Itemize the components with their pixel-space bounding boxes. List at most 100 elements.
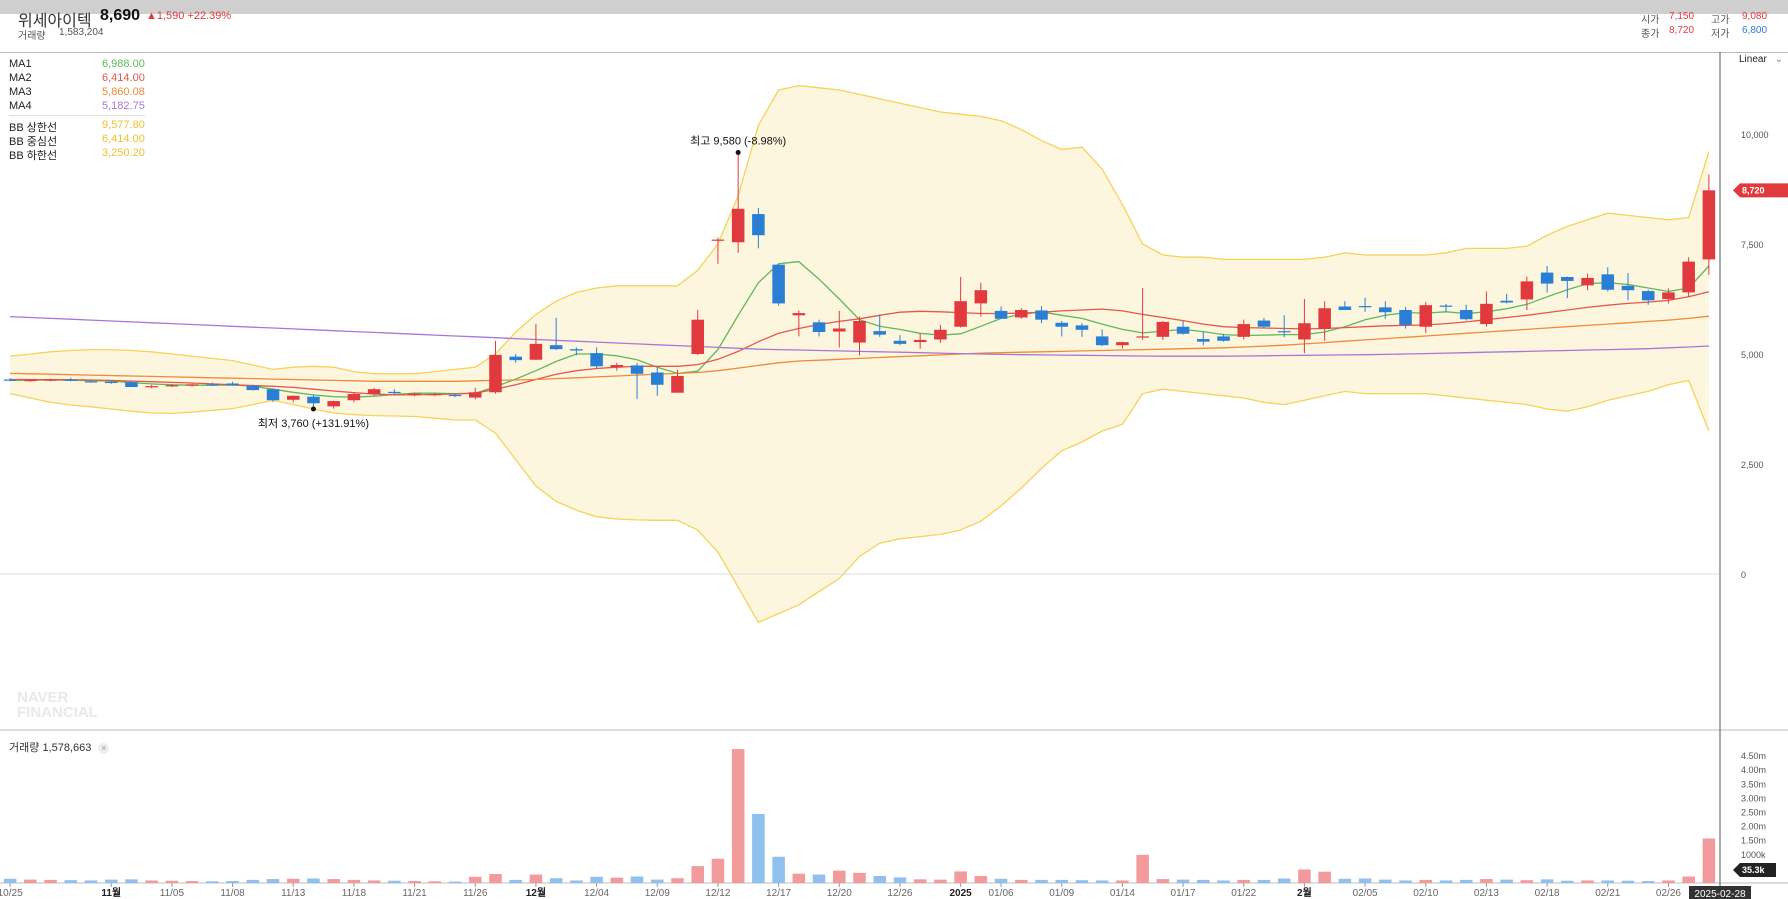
legend-label-bb-하한선[interactable]: BB 하한선 [9,150,58,162]
close-icon[interactable]: × [98,743,110,754]
candle-body [731,208,745,243]
candle-body [327,401,340,407]
volume-bar [1277,878,1291,883]
candle-body [408,393,421,395]
candle-body [44,379,57,381]
volume-bar [1520,880,1534,883]
candle-body [1358,306,1372,308]
candle-body [1318,308,1331,329]
volume-bar [1561,880,1574,883]
legend-label-ma4[interactable]: MA4 [9,100,32,112]
legend-label-bb-중심선[interactable]: BB 중심선 [9,136,58,148]
watermark-text: FINANCIAL [17,704,98,721]
legend-label-ma1[interactable]: MA1 [9,58,32,70]
candle [691,310,704,355]
candle [590,347,603,369]
candle-body [1540,272,1554,284]
candle-body [1095,336,1109,346]
current-price: 8,690 [100,7,141,24]
volume-bar [24,879,37,883]
high-annotation: 최고 9,580 (-8.98%) [690,134,786,147]
last-price-tag: 8,720 [1733,183,1788,198]
candle-body [1419,305,1433,327]
volume-label: 거래량 [18,31,46,42]
legend-label-ma3[interactable]: MA3 [9,86,32,98]
chart-window: 위세아이텍 8,690 ▲1,590 +22.39% 거래량 1,583,204… [0,7,1788,899]
ma-line-3 [10,315,1709,382]
volume-bar [974,875,988,883]
scale-mode-dropdown[interactable]: Linear ⌄ [1739,54,1783,65]
volume-bar [1399,880,1412,883]
volume-bar [509,879,522,883]
candle-body [893,340,907,344]
volume-bar [1459,879,1473,883]
candle [549,317,563,351]
volume-bar [1338,878,1352,883]
volume-bar [1702,838,1716,883]
x-tick-label: 2월 [1297,887,1312,899]
low-value: 6,800 [1742,25,1768,36]
legend-label-bb-상한선[interactable]: BB 상한선 [9,122,58,134]
volume-bar [954,871,967,883]
candle [1561,276,1574,299]
candle [408,392,421,397]
volume-panel-title: 거래량 [9,742,40,754]
candle [1176,321,1190,335]
candle [1095,329,1109,347]
x-tick-label: 11월 [101,887,121,899]
candle [873,314,886,337]
volume-bar [630,876,644,883]
volume-bar [590,876,603,883]
candle-body [468,392,482,398]
volume-bar [388,880,401,883]
volume-bar [145,880,158,883]
candle-body [974,290,988,304]
volume-bar [772,856,785,883]
candle [934,324,947,343]
x-tick-label: 12/20 [827,888,852,899]
candle-body [64,379,78,381]
volume-bar [994,878,1008,883]
candle-body [1075,325,1089,330]
volume-tick-label: 2.00m [1741,822,1766,832]
volume-bar [1581,880,1594,883]
candle-body [792,313,806,316]
candle [792,310,806,337]
volume-bar [1136,854,1149,883]
x-tick-label: 11/21 [402,888,427,899]
candle [1338,301,1352,310]
scale-mode-label: Linear [1739,54,1767,65]
legend-value: 5,182.75 [102,100,145,112]
candle-body [165,385,179,387]
candle-body [206,384,219,386]
candle-body [954,301,967,327]
candle [711,237,725,264]
volume-bar [610,877,624,883]
x-tick-label: 12/26 [887,888,912,899]
volume-bar [1601,880,1615,883]
candle [145,384,158,389]
watermark-text: NAVER [17,689,69,706]
candle [1662,288,1675,304]
candle [1581,273,1594,291]
volume-bar [711,858,725,883]
candle [853,316,866,356]
legend-label-ma2[interactable]: MA2 [9,72,32,84]
candle-body [1480,303,1493,325]
candle [428,393,442,397]
volume-tick-label: 1.50m [1741,836,1766,846]
candle-body [1277,331,1291,333]
candle [1075,323,1089,337]
volume-bar [752,813,765,883]
price-volume-chart[interactable]: 0 2,500 5,000 7,500 10,000 4.50m 4.00m 3.50m 3.0… [0,14,1788,899]
volume-bar [1439,880,1453,883]
volume-bar [934,879,947,883]
candle [448,393,462,398]
volume-bar [1237,879,1251,883]
x-tick-label: 02/13 [1474,888,1499,899]
candle-body [812,322,826,332]
candle [1379,301,1392,319]
volume-tick-label: 4.50m [1741,751,1766,761]
candle-body [1298,323,1311,340]
candle [1298,299,1311,354]
